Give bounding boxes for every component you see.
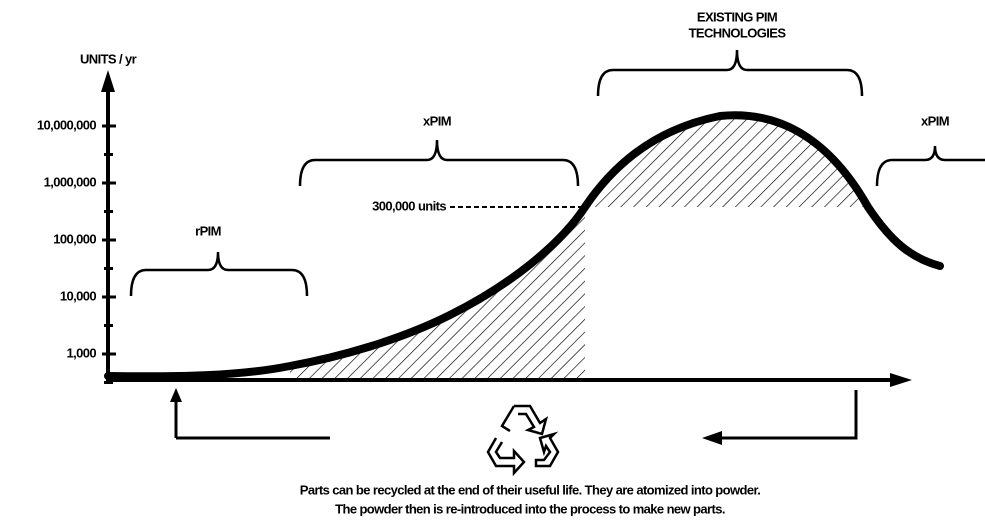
y-tick-label: 1,000,000 xyxy=(44,174,97,189)
y-tick-label: 10,000,000 xyxy=(37,117,96,132)
y-tick-label: 10,000 xyxy=(60,288,97,303)
region-label: EXISTING PIM xyxy=(697,9,777,24)
y-tick-label: 1,000 xyxy=(66,345,96,360)
hatch-region xyxy=(585,115,868,207)
hatch-region xyxy=(290,207,585,380)
axes xyxy=(106,85,895,382)
brace xyxy=(875,145,985,187)
recycle-icon xyxy=(486,404,560,477)
arrowhead xyxy=(170,388,182,402)
x-arrow xyxy=(890,373,912,387)
curve xyxy=(104,111,944,381)
region-label: xPIM xyxy=(423,113,451,128)
loop-arrows xyxy=(174,390,858,440)
region-label: TECHNOLOGIES xyxy=(689,25,787,40)
region-label: rPIM xyxy=(195,223,221,238)
brace xyxy=(298,139,580,187)
braces xyxy=(129,49,985,297)
arrowhead xyxy=(702,431,722,445)
threshold-label: 300,000 units xyxy=(372,198,446,213)
brace xyxy=(129,251,309,297)
y-axis-label: UNITS / yr xyxy=(80,51,137,66)
region-label: xPIM xyxy=(921,113,949,128)
caption: The powder then is re-introduced into th… xyxy=(335,501,725,516)
caption: Parts can be recycled at the end of thei… xyxy=(300,482,760,497)
y-tick-label: 100,000 xyxy=(53,231,96,246)
y-arrow xyxy=(101,70,115,92)
brace xyxy=(596,49,864,97)
